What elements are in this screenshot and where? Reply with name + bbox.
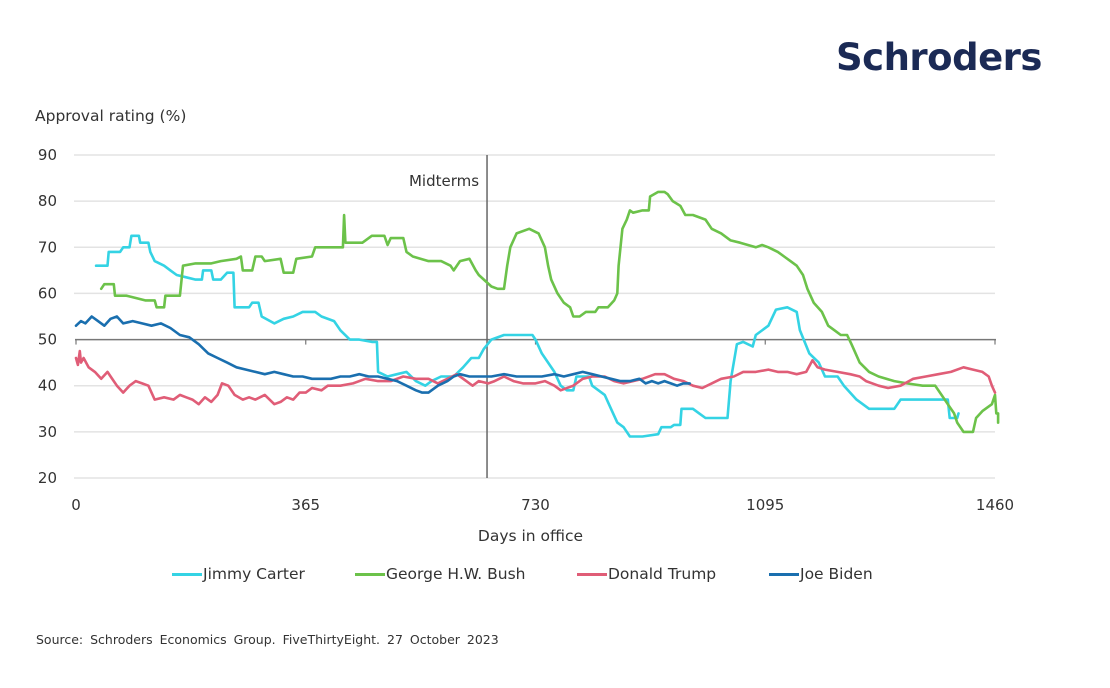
annotations: Midterms	[409, 155, 488, 478]
series-line-george-h-w-bush	[99, 190, 1000, 434]
legend: Jimmy Carter George H.W. Bush Donald Trump…	[0, 565, 1110, 589]
x-tick-label: 730	[521, 496, 550, 514]
source-note: Source: Schroders Economics Group. FiveT…	[36, 632, 499, 647]
x-axis-title: Days in office	[478, 527, 583, 545]
x-tick-label: 0	[71, 496, 81, 514]
legend-label: Jimmy Carter	[203, 565, 305, 583]
y-tick-label: 80	[38, 192, 57, 210]
legend-item: George H.W. Bush	[355, 565, 526, 583]
schroders-logo: Schroders	[836, 36, 1042, 79]
legend-swatch	[577, 572, 607, 576]
series-line-donald-trump	[74, 349, 997, 406]
legend-swatch	[355, 572, 385, 576]
y-tick-label: 70	[38, 238, 57, 256]
legend-item: Jimmy Carter	[172, 565, 305, 583]
midterms-label: Midterms	[409, 172, 479, 190]
series-line-joe-biden	[74, 315, 691, 394]
y-tick-labels: 20 30 40 50 60 70 80 90	[38, 146, 57, 487]
y-tick-label: 60	[38, 284, 57, 302]
legend-item: Joe Biden	[769, 565, 873, 583]
legend-item: Donald Trump	[577, 565, 716, 583]
legend-swatch	[769, 572, 799, 576]
y-tick-label: 90	[38, 146, 57, 164]
legend-label: Joe Biden	[800, 565, 873, 583]
x-tick-label: 365	[291, 496, 320, 514]
approval-rating-chart: 20 30 40 50 60 70 80 90 0 365 730 1095 1460 Midterm…	[38, 146, 1014, 545]
gridlines	[74, 154, 995, 479]
legend-swatch	[172, 572, 202, 576]
y-tick-label: 40	[38, 377, 57, 395]
y-tick-label: 30	[38, 423, 57, 441]
y-axis-title: Approval rating (%)	[35, 107, 187, 125]
series-lines	[74, 190, 1000, 438]
y-tick-label: 50	[38, 331, 57, 349]
x-tick-label: 1460	[976, 496, 1014, 514]
legend-label: Donald Trump	[608, 565, 717, 583]
x-tick-label: 1095	[746, 496, 784, 514]
series-line-jimmy-carter	[94, 234, 960, 438]
x-tick-labels: 0 365 730 1095 1460	[71, 496, 1014, 514]
legend-label: George H.W. Bush	[386, 565, 526, 583]
y-tick-label: 20	[38, 469, 57, 487]
